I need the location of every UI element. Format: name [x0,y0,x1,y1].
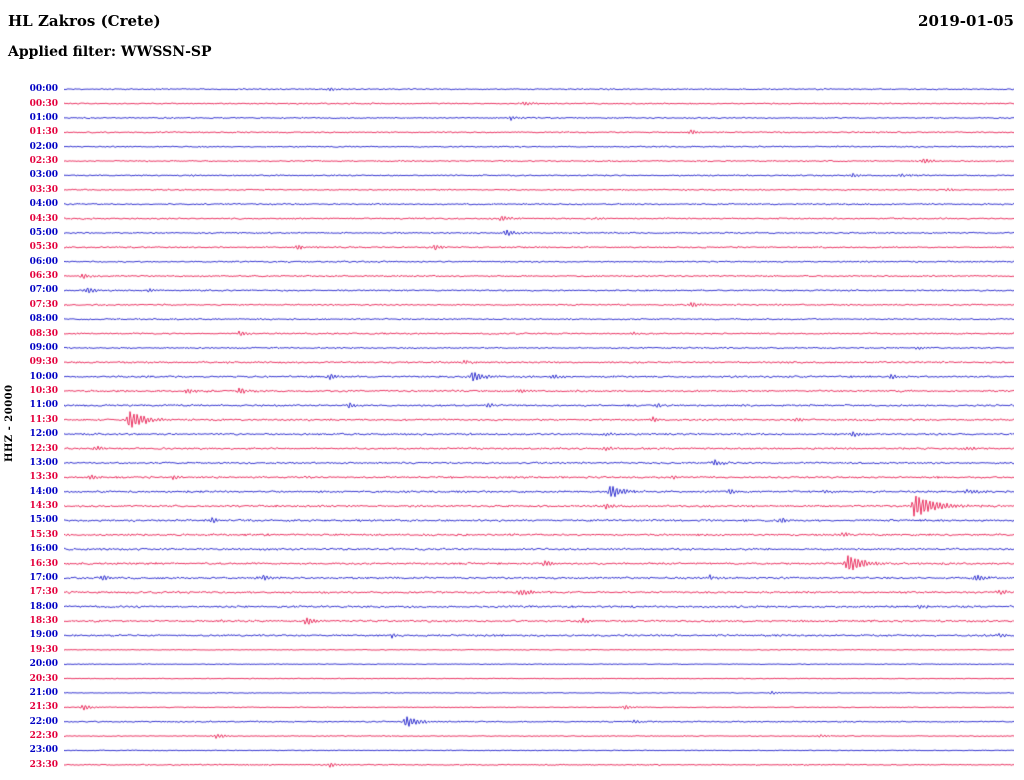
time-label: 17:30 [29,587,58,598]
time-label: 14:30 [29,501,58,512]
time-label: 05:30 [29,242,58,253]
time-label: 00:30 [29,98,58,109]
time-label: 05:00 [29,227,58,238]
time-label: 04:30 [29,213,58,224]
time-label: 04:00 [29,199,58,210]
time-label: 07:30 [29,299,58,310]
time-label: 09:30 [29,357,58,368]
time-label: 23:30 [29,759,58,770]
time-label: 20:30 [29,673,58,684]
time-label: 07:00 [29,285,58,296]
time-label: 17:00 [29,572,58,583]
time-label: 02:00 [29,141,58,152]
filter-label: Applied filter: WWSSN-SP [8,44,212,60]
time-label: 19:00 [29,630,58,641]
time-label: 10:00 [29,371,58,382]
time-label: 12:00 [29,429,58,440]
time-labels: 00:00 00:30 01:00 01:30 02:00 02:30 03:00 03:30… [28,82,60,772]
time-label: 12:30 [29,443,58,454]
time-label: 20:00 [29,659,58,670]
station-title: HL Zakros (Crete) [8,12,161,30]
time-label: 16:30 [29,558,58,569]
time-label: 01:30 [29,127,58,138]
time-label: 03:00 [29,170,58,181]
helicorder-chart: 00:00 00:30 01:00 01:30 02:00 02:30 03:00 03:30… [30,82,1014,772]
y-axis-label: HHZ - 20000 [4,384,15,462]
time-label: 08:00 [29,314,58,325]
time-label: 22:30 [29,731,58,742]
time-label: 10:30 [29,386,58,397]
time-label: 11:00 [29,400,58,411]
time-label: 03:30 [29,184,58,195]
time-label: 06:30 [29,271,58,282]
time-label: 18:00 [29,601,58,612]
time-label: 15:00 [29,515,58,526]
trace-canvas [64,82,1014,772]
time-label: 22:00 [29,716,58,727]
time-label: 09:00 [29,342,58,353]
time-label: 13:00 [29,457,58,468]
time-label: 16:00 [29,544,58,555]
time-label: 13:30 [29,472,58,483]
time-label: 08:30 [29,328,58,339]
time-label: 14:00 [29,486,58,497]
time-label: 06:00 [29,256,58,267]
time-label: 15:30 [29,529,58,540]
time-label: 01:00 [29,112,58,123]
time-label: 21:00 [29,687,58,698]
time-label: 11:30 [29,414,58,425]
time-label: 18:30 [29,616,58,627]
time-label: 23:00 [29,745,58,756]
time-label: 19:30 [29,644,58,655]
date-label: 2019-01-05 [918,12,1014,30]
time-label: 02:30 [29,156,58,167]
time-label: 00:00 [29,84,58,95]
time-label: 21:30 [29,702,58,713]
